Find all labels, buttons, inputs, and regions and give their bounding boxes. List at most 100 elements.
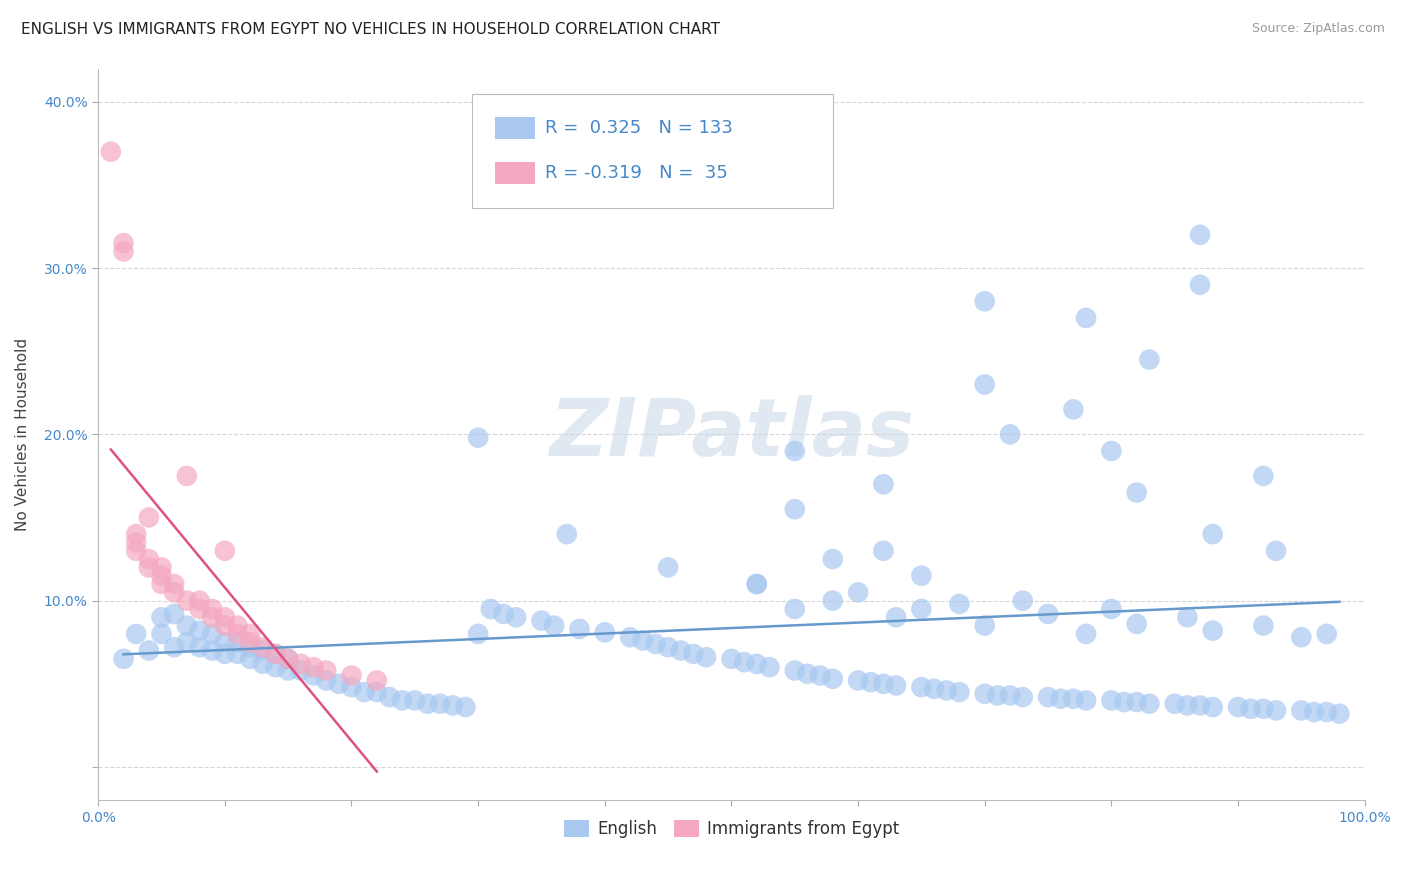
Point: [872, 677, 894, 691]
Point: [973, 377, 995, 392]
Point: [1329, 706, 1351, 721]
Point: [669, 643, 692, 657]
Point: [1125, 695, 1147, 709]
Point: [328, 677, 350, 691]
Point: [783, 502, 806, 516]
Point: [910, 568, 932, 582]
Point: [226, 618, 249, 632]
Point: [1189, 277, 1212, 292]
Point: [1303, 705, 1326, 719]
Point: [163, 640, 186, 655]
Point: [290, 657, 312, 671]
Point: [745, 577, 768, 591]
Point: [264, 647, 287, 661]
Point: [1253, 618, 1275, 632]
Point: [1099, 693, 1122, 707]
Point: [252, 640, 274, 655]
Point: [1011, 593, 1033, 607]
FancyBboxPatch shape: [495, 162, 536, 184]
Point: [1265, 703, 1288, 717]
Point: [657, 640, 679, 655]
Point: [138, 560, 160, 574]
Point: [176, 469, 198, 483]
Point: [163, 607, 186, 621]
Point: [720, 652, 742, 666]
FancyBboxPatch shape: [472, 95, 832, 208]
Point: [986, 689, 1008, 703]
Point: [1177, 698, 1199, 713]
Y-axis label: No Vehicles in Household: No Vehicles in Household: [15, 338, 30, 531]
Point: [1074, 310, 1097, 325]
Point: [125, 543, 148, 558]
Point: [1202, 700, 1225, 714]
Point: [188, 602, 211, 616]
FancyBboxPatch shape: [495, 117, 536, 139]
Point: [188, 624, 211, 638]
Point: [125, 527, 148, 541]
Point: [492, 607, 515, 621]
Point: [783, 602, 806, 616]
Point: [910, 602, 932, 616]
Point: [150, 610, 173, 624]
Point: [1036, 690, 1059, 705]
Point: [1189, 227, 1212, 242]
Point: [1177, 610, 1199, 624]
Text: Source: ZipAtlas.com: Source: ZipAtlas.com: [1251, 22, 1385, 36]
Point: [872, 477, 894, 491]
Point: [112, 244, 135, 259]
Point: [846, 673, 869, 688]
Point: [239, 635, 262, 649]
Point: [340, 680, 363, 694]
Point: [100, 145, 122, 159]
Point: [1074, 627, 1097, 641]
Point: [1253, 469, 1275, 483]
Point: [150, 627, 173, 641]
Point: [138, 552, 160, 566]
Point: [366, 673, 388, 688]
Point: [695, 650, 717, 665]
Point: [821, 593, 844, 607]
Point: [138, 643, 160, 657]
Point: [1099, 444, 1122, 458]
Point: [391, 693, 413, 707]
Point: [1125, 616, 1147, 631]
Point: [1074, 693, 1097, 707]
Point: [948, 597, 970, 611]
Point: [935, 683, 957, 698]
Point: [201, 627, 224, 641]
Point: [859, 675, 882, 690]
Point: [530, 614, 553, 628]
Point: [884, 678, 907, 692]
Point: [226, 627, 249, 641]
Point: [252, 657, 274, 671]
Point: [619, 630, 641, 644]
Point: [745, 577, 768, 591]
Point: [201, 610, 224, 624]
Text: R =  0.325   N = 133: R = 0.325 N = 133: [546, 119, 733, 136]
Point: [1062, 402, 1084, 417]
Point: [1062, 691, 1084, 706]
Point: [796, 666, 818, 681]
Point: [214, 647, 236, 661]
Point: [214, 543, 236, 558]
Point: [1240, 702, 1263, 716]
Point: [821, 552, 844, 566]
Point: [555, 527, 578, 541]
Point: [201, 602, 224, 616]
Point: [150, 577, 173, 591]
Point: [226, 647, 249, 661]
Point: [1316, 705, 1339, 719]
Point: [353, 685, 375, 699]
Point: [366, 685, 388, 699]
Point: [214, 610, 236, 624]
Point: [758, 660, 780, 674]
Point: [1112, 695, 1135, 709]
Point: [214, 618, 236, 632]
Point: [631, 633, 654, 648]
Point: [201, 643, 224, 657]
Point: [783, 664, 806, 678]
Point: [1036, 607, 1059, 621]
Point: [733, 655, 755, 669]
Point: [973, 687, 995, 701]
Point: [593, 625, 616, 640]
